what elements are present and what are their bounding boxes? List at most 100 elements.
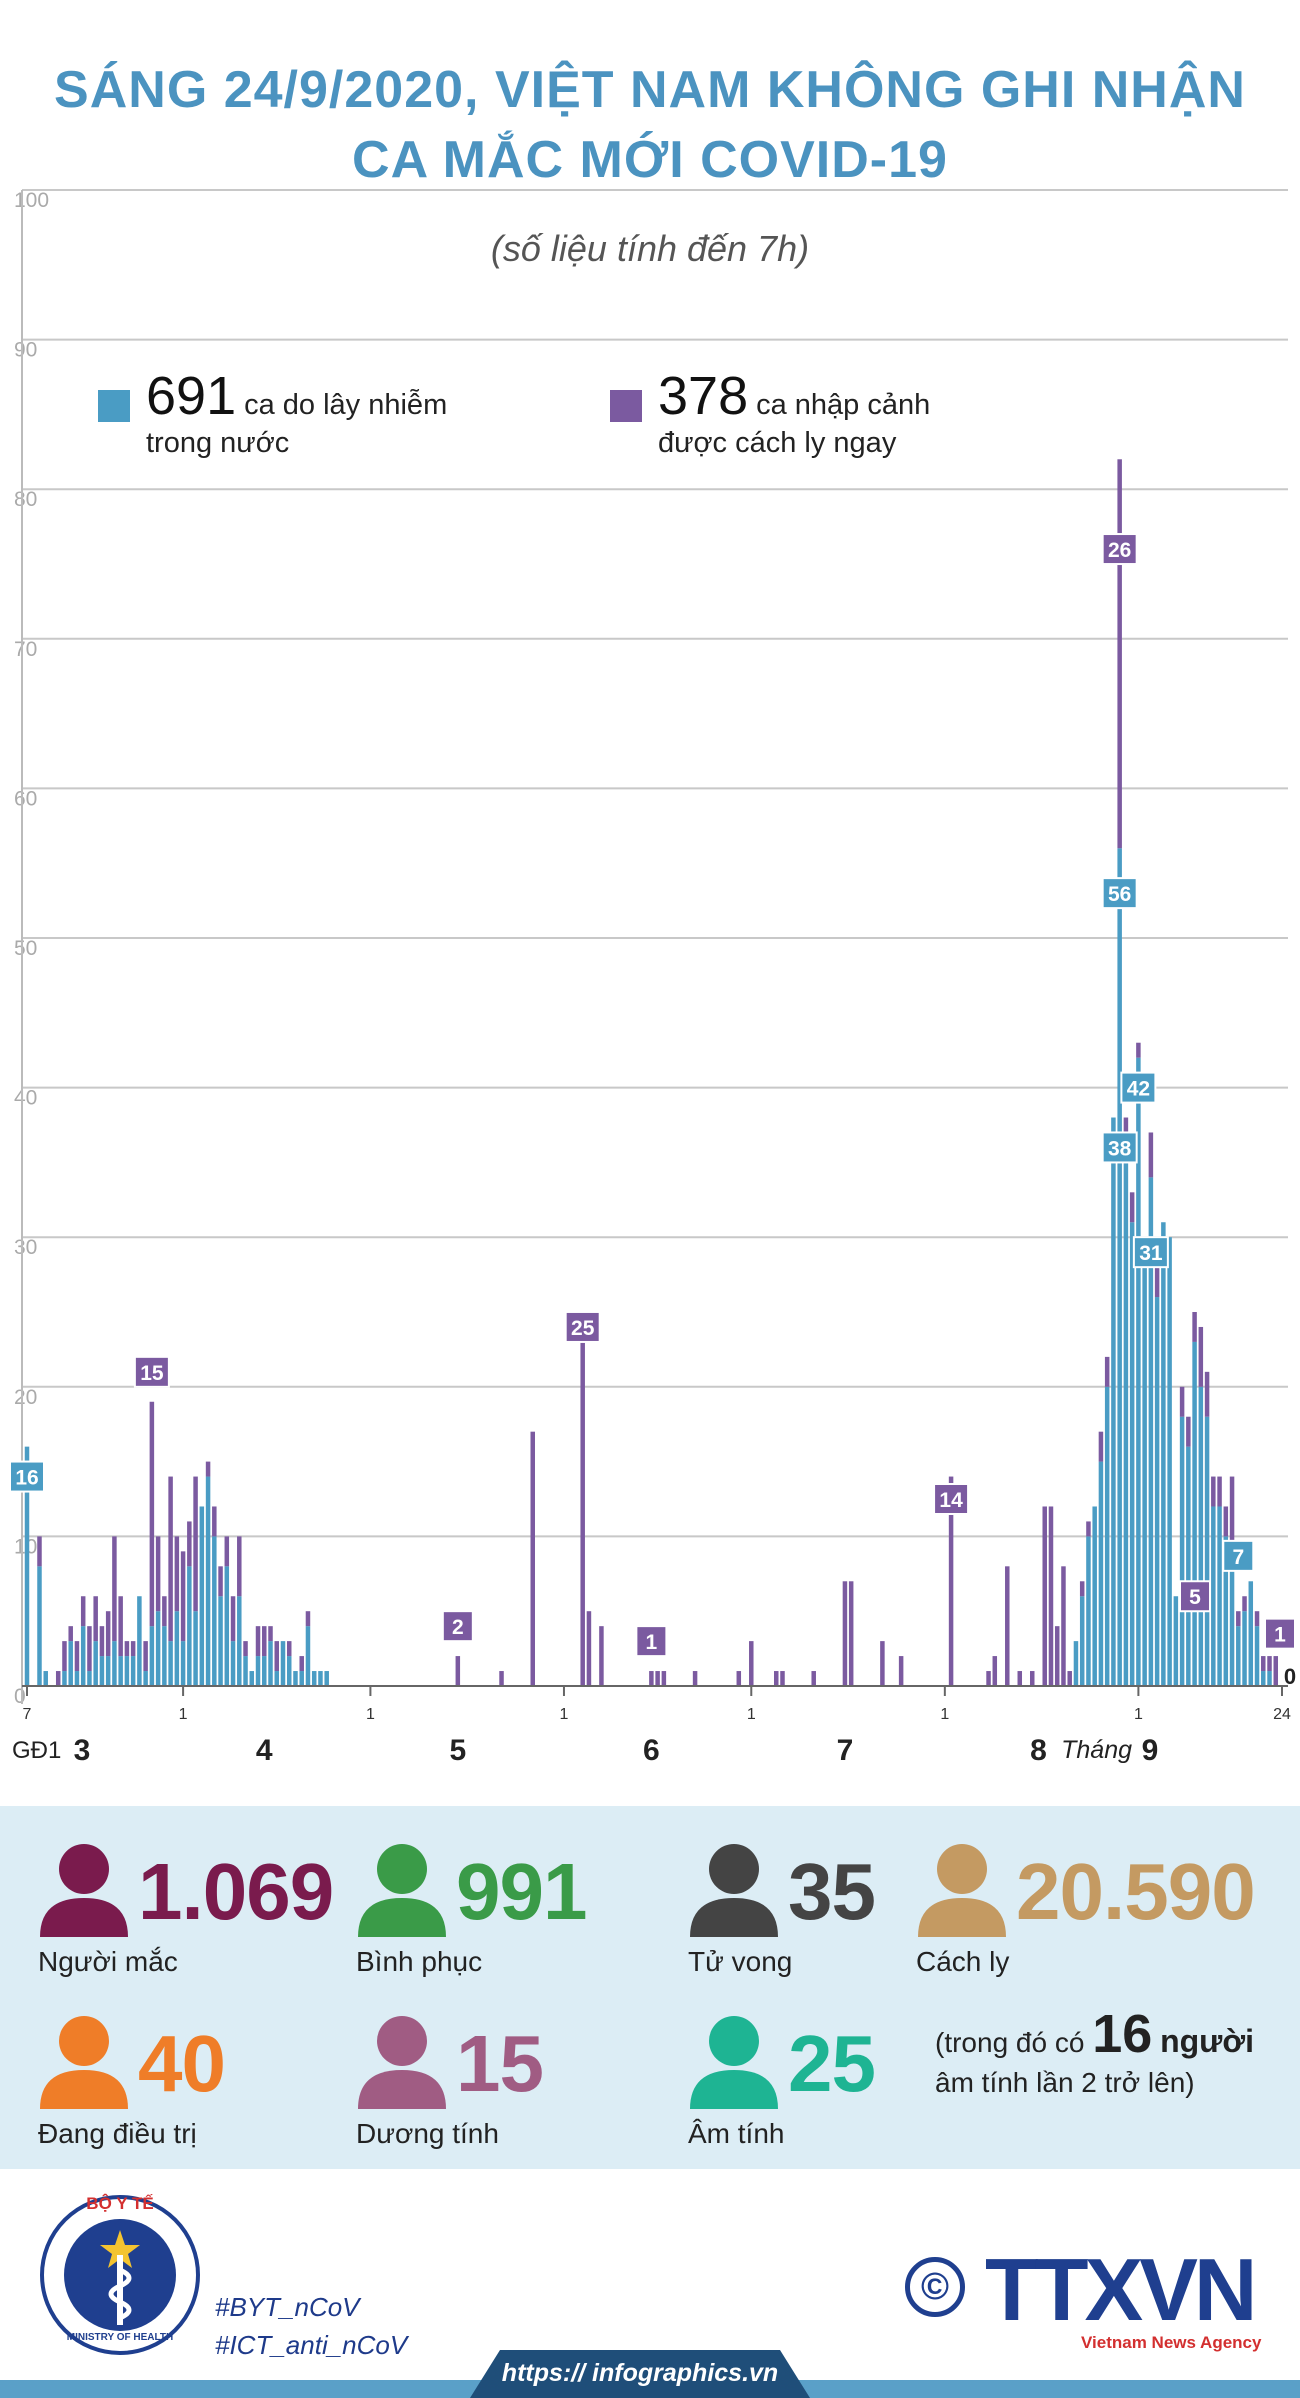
bar-imported: [774, 1671, 779, 1686]
x-prefix-label: GĐ1: [12, 1737, 61, 1764]
bar-domestic: [1217, 1506, 1222, 1686]
x-month-word: Tháng: [1061, 1736, 1132, 1764]
bar-domestic: [1154, 1297, 1160, 1686]
y-tick-label: 0: [14, 1685, 26, 1708]
bar-domestic: [299, 1671, 304, 1686]
bar-domestic: [1161, 1222, 1166, 1686]
bar-domestic: [305, 1626, 311, 1686]
bar-domestic: [1192, 1341, 1197, 1686]
bar-domestic: [62, 1671, 67, 1686]
bar-imported: [499, 1671, 504, 1686]
bar-imported: [811, 1671, 816, 1686]
bar-imported: [1236, 1611, 1241, 1627]
bar-imported: [1117, 459, 1122, 849]
legend-domestic: 691 ca do lây nhiễm trong nước: [98, 368, 447, 462]
stat-deaths-label: Tử vong: [688, 1946, 793, 1977]
x-tick-label: 1: [179, 1706, 188, 1723]
bar-domestic: [1123, 1147, 1129, 1686]
bar-imported: [1029, 1671, 1035, 1686]
bar-imported: [80, 1596, 86, 1627]
annotation-label: 26: [1108, 539, 1131, 562]
bar-imported: [1017, 1671, 1023, 1686]
x-month-label: 4: [256, 1734, 273, 1767]
bar-imported: [74, 1641, 80, 1672]
person-icon: [358, 1844, 446, 1937]
bar-domestic: [187, 1566, 192, 1686]
x-month-label: 9: [1142, 1734, 1159, 1767]
bar-domestic: [37, 1566, 42, 1686]
legend-imported-count: 378: [658, 366, 749, 426]
annotation-label: 31: [1139, 1242, 1163, 1265]
bar-imported: [1048, 1506, 1054, 1686]
bar-domestic: [1086, 1536, 1091, 1686]
x-tick-label: 7: [23, 1706, 32, 1723]
annotation-badge: [133, 1355, 170, 1388]
bar-imported: [1086, 1521, 1091, 1537]
bar-imported: [1054, 1626, 1060, 1686]
bar-imported: [143, 1641, 148, 1672]
bar-domestic: [1223, 1536, 1229, 1686]
bar-domestic: [162, 1626, 167, 1686]
bar-domestic: [1186, 1446, 1191, 1686]
bar-imported: [1067, 1671, 1072, 1686]
annotation-label: 15: [140, 1362, 164, 1385]
stat-recovered: 991 Bình phục: [356, 1842, 587, 1978]
bar-imported: [1148, 1132, 1154, 1178]
y-tick-label: 40: [14, 1087, 37, 1110]
note-line2: âm tính lần 2 trở lên): [935, 2067, 1195, 2098]
bar-domestic: [68, 1641, 73, 1686]
bar-imported: [780, 1671, 785, 1686]
bar-domestic: [1204, 1416, 1210, 1686]
x-tick-label: 1: [940, 1706, 949, 1723]
bar-imported: [1186, 1416, 1191, 1447]
bar-imported: [599, 1626, 604, 1686]
bar-imported: [262, 1626, 267, 1657]
bar-imported: [55, 1671, 61, 1686]
bar-imported: [237, 1536, 242, 1597]
annotation-badge: [1101, 877, 1138, 910]
bar-domestic: [1179, 1416, 1185, 1686]
bar-imported: [224, 1536, 230, 1567]
bar-domestic: [205, 1476, 211, 1686]
legend-domestic-count: 691: [146, 366, 237, 426]
bar-domestic: [1267, 1671, 1272, 1686]
bar-imported: [1211, 1476, 1216, 1507]
bar-domestic: [105, 1656, 111, 1686]
bar-imported: [898, 1656, 904, 1686]
bar-imported: [87, 1626, 92, 1672]
bar-imported: [99, 1626, 105, 1657]
stat-deaths: 35 Tử vong: [688, 1842, 876, 1978]
person-icon: [40, 1844, 128, 1937]
bar-domestic: [249, 1671, 255, 1686]
bar-imported: [162, 1596, 167, 1627]
x-month-label: 5: [449, 1734, 466, 1767]
bar-imported: [1273, 1656, 1279, 1686]
bar-imported: [736, 1671, 742, 1686]
bar-imported: [661, 1671, 667, 1686]
annotation-badge: [1120, 1071, 1157, 1104]
annotation-badge: [1101, 1131, 1138, 1164]
y-tick-label: 80: [14, 488, 37, 511]
bar-domestic: [224, 1566, 230, 1686]
bar-imported: [1079, 1581, 1085, 1597]
bar-domestic: [1129, 1222, 1135, 1686]
bar-imported: [1242, 1596, 1247, 1612]
bar-domestic: [1229, 1566, 1235, 1686]
bar-domestic: [1173, 1596, 1179, 1686]
stat-negative-number: 25: [788, 2019, 876, 2108]
annotation-label: 38: [1108, 1137, 1132, 1160]
bar-domestic: [1242, 1611, 1247, 1686]
annotation-label: 56: [1108, 883, 1131, 906]
annotation-badge: [441, 1610, 474, 1643]
annotation-badge: [1222, 1539, 1255, 1572]
bar-imported: [586, 1611, 592, 1686]
bar-domestic: [218, 1596, 223, 1686]
bar-imported: [62, 1641, 67, 1672]
hashtag-byt: #BYT_nCoV: [215, 2292, 360, 2322]
bar-domestic: [124, 1656, 130, 1686]
bar-imported: [130, 1641, 136, 1657]
bar-imported: [149, 1401, 155, 1627]
bar-imported: [530, 1431, 535, 1686]
bar-imported: [1204, 1371, 1210, 1417]
end-value-label: 0: [1284, 1664, 1296, 1689]
